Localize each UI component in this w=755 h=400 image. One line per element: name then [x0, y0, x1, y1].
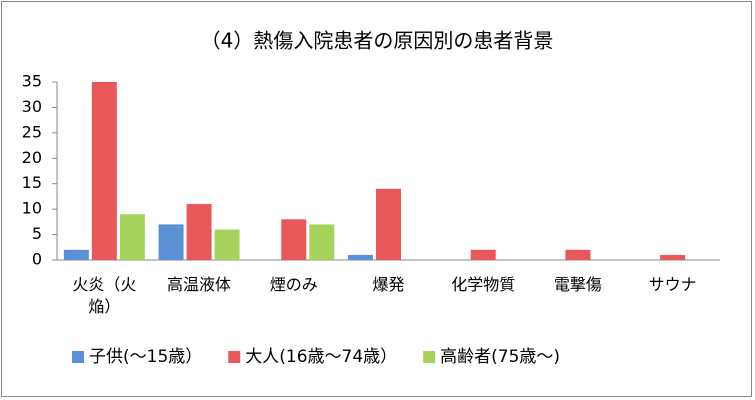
- y-tick-label: 15: [22, 173, 42, 192]
- bar: [63, 249, 89, 260]
- y-tick-label: 0: [32, 250, 42, 269]
- bar: [348, 254, 373, 260]
- bar: [119, 214, 145, 260]
- x-tick-label: サウナ: [648, 275, 697, 294]
- bar: [565, 249, 591, 260]
- legend-swatch: [228, 351, 241, 363]
- x-tick-label: 化学物質: [451, 275, 516, 294]
- legend-swatch: [72, 351, 84, 363]
- bar: [158, 224, 184, 260]
- legend-label: 高齢者(75歳～): [440, 347, 560, 367]
- legend-label: 子供(～15歳）: [89, 347, 202, 367]
- bar: [281, 219, 307, 260]
- x-tick-label: 火炎（火焔）: [72, 275, 137, 316]
- bar: [660, 254, 686, 260]
- legend-swatch: [423, 351, 436, 363]
- y-tick-label: 35: [22, 72, 42, 91]
- y-tick-label: 10: [22, 199, 42, 218]
- y-tick-label: 30: [22, 97, 42, 116]
- x-tick-label: 高温液体: [167, 275, 232, 294]
- bar: [214, 229, 240, 260]
- x-tick-label: 電撃傷: [553, 275, 602, 294]
- bar: [186, 204, 212, 260]
- x-tick-label: 煙のみ: [269, 275, 318, 294]
- x-tick-label: 爆発: [372, 275, 405, 294]
- y-tick-label: 5: [32, 224, 42, 243]
- chart-title: （4）熱傷入院患者の原因別の患者背景: [201, 29, 554, 53]
- bar: [91, 82, 117, 260]
- bar: [309, 224, 335, 260]
- y-tick-label: 20: [22, 148, 42, 167]
- y-tick-label: 25: [22, 122, 42, 141]
- bar: [376, 188, 401, 260]
- legend-label: 大人(16歳～74歳）: [245, 347, 397, 367]
- bar: [470, 249, 496, 260]
